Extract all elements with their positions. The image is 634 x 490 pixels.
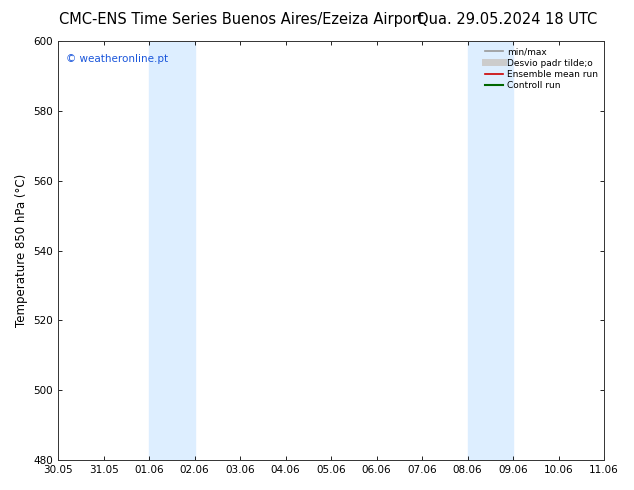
Y-axis label: Temperature 850 hPa (°C): Temperature 850 hPa (°C) [15,174,28,327]
Bar [468,41,513,460]
Text: © weatheronline.pt: © weatheronline.pt [67,53,169,64]
Text: CMC-ENS Time Series Buenos Aires/Ezeiza Airport: CMC-ENS Time Series Buenos Aires/Ezeiza … [58,12,424,27]
Legend: min/max, Desvio padr tilde;o, Ensemble mean run, Controll run: min/max, Desvio padr tilde;o, Ensemble m… [483,46,600,92]
Bar [149,41,195,460]
Text: Qua. 29.05.2024 18 UTC: Qua. 29.05.2024 18 UTC [417,12,597,27]
